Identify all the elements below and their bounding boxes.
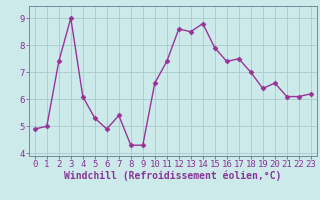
X-axis label: Windchill (Refroidissement éolien,°C): Windchill (Refroidissement éolien,°C) bbox=[64, 171, 282, 181]
